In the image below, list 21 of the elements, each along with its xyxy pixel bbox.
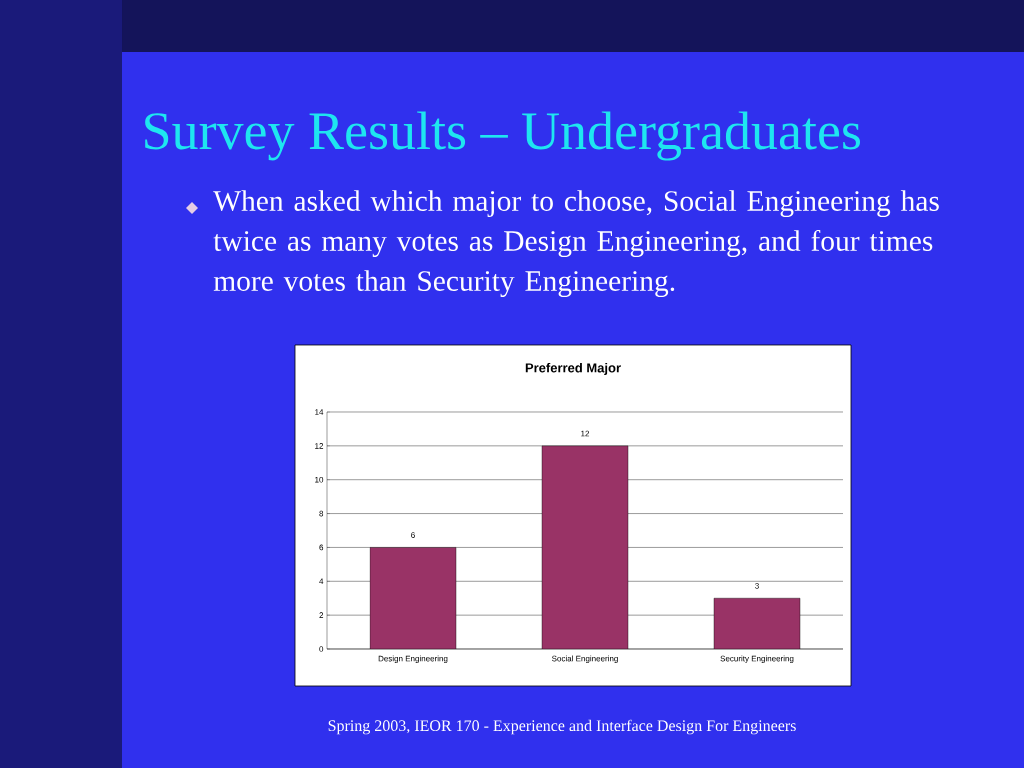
data-label: 12 (581, 430, 590, 437)
data-label: 6 (411, 532, 415, 538)
y-tick-label: 12 (315, 443, 324, 449)
y-tick-label: 8 (319, 510, 324, 517)
text: Survey Results – Undergraduates (145, 111, 860, 161)
chart-title: Preferred Major (525, 362, 621, 376)
x-tick-label: Design Engineering (378, 655, 448, 663)
bar (541, 445, 629, 649)
y-tick-label: 14 (315, 409, 324, 415)
x-tick-label: Security Engineering (720, 655, 794, 663)
y-tick-label: 0 (319, 646, 324, 652)
data-label: 3 (755, 583, 759, 589)
text: Spring 2003, IEOR 170 - Experience and Interface Design For Engineers (328, 719, 796, 735)
y-tick-label: 6 (319, 544, 324, 551)
x-tick-label: Social Engineering (552, 655, 618, 663)
y-tick-label: 10 (315, 476, 324, 483)
bar (713, 598, 801, 649)
text: When asked which major to choose, Social Engineering has twice as many votes as Design Engineering, and four times more votes than Security Engineering. (213, 190, 939, 298)
y-tick-label: 2 (319, 612, 324, 618)
bar (369, 547, 457, 649)
y-tick-label: 4 (319, 578, 324, 585)
